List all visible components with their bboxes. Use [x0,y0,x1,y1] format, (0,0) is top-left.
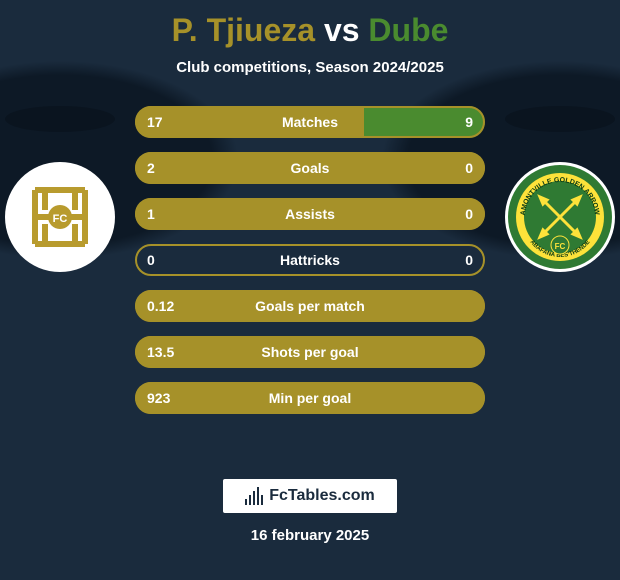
stat-row: 10Assists [135,198,485,230]
chart-icon [245,487,263,505]
footer: FcTables.com 16 february 2025 [0,479,620,544]
logo-text: FcTables.com [269,487,375,505]
stat-row: 179Matches [135,106,485,138]
chart-bar-icon [253,491,255,505]
club-crest-icon: FC [15,172,105,262]
player1-column: FC [0,106,120,272]
player1-name: P. Tjiueza [172,12,315,48]
stat-label: Goals [135,160,485,176]
stat-row: 00Hattricks [135,244,485,276]
player2-column: LAMONTVILLE GOLDEN ARROWS ABAFANA BES'TH… [500,106,620,272]
chart-bar-icon [257,487,259,505]
svg-text:FC: FC [53,213,68,225]
stat-row: 923Min per goal [135,382,485,414]
stat-row: 13.5Shots per goal [135,336,485,368]
stat-label: Shots per goal [135,344,485,360]
stat-label: Matches [135,114,485,130]
stats-bars: 179Matches 20Goals 10Assists 00Hattricks 0.1… [135,106,485,428]
badge-shadow [5,106,115,132]
stat-label: Hattricks [135,252,485,268]
stat-label: Assists [135,206,485,222]
date-text: 16 february 2025 [251,527,369,544]
stat-label: Goals per match [135,298,485,314]
player2-name: Dube [368,12,448,48]
badge-shadow [505,106,615,132]
chart-bar-icon [249,495,251,505]
club-crest-icon: LAMONTVILLE GOLDEN ARROWS ABAFANA BES'TH… [505,162,615,272]
comparison-area: FC 179Matches 20Goals 10Assists 00Hattricks… [0,106,620,436]
player1-club-badge: FC [5,162,115,272]
chart-bar-icon [261,495,263,505]
chart-bar-icon [245,499,247,505]
vs-text: vs [315,12,368,48]
stat-row: 20Goals [135,152,485,184]
site-logo[interactable]: FcTables.com [223,479,397,513]
stat-row: 0.12Goals per match [135,290,485,322]
stat-label: Min per goal [135,390,485,406]
page-title: P. Tjiueza vs Dube [0,0,620,49]
player2-club-badge: LAMONTVILLE GOLDEN ARROWS ABAFANA BES'TH… [505,162,615,272]
svg-text:FC: FC [555,242,566,251]
